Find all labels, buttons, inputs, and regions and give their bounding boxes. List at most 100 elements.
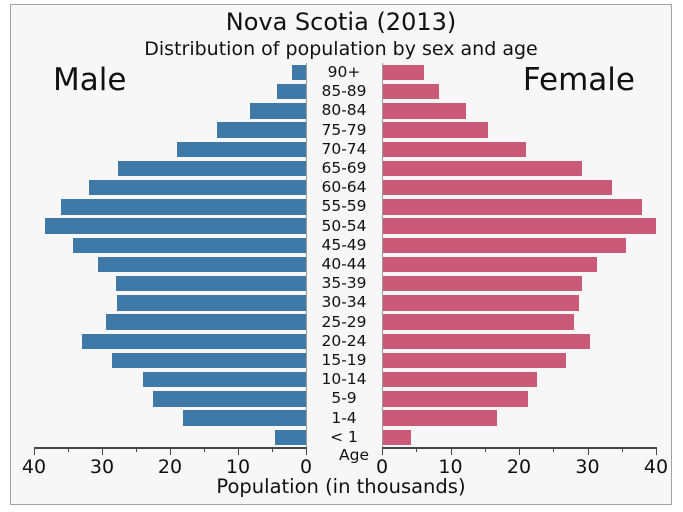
age-group-label: < 1 bbox=[330, 427, 358, 446]
male-bar bbox=[72, 237, 306, 254]
x-axis-minor-tick bbox=[621, 448, 623, 452]
pyramid-row: 5-9 bbox=[34, 389, 656, 408]
female-bar bbox=[382, 64, 424, 81]
female-bar bbox=[382, 180, 613, 196]
female-bar bbox=[382, 256, 598, 273]
x-axis-major-tick bbox=[34, 448, 36, 455]
pyramid-row: 90+ bbox=[34, 63, 656, 82]
x-axis-tick-label: 10 bbox=[438, 456, 463, 478]
male-bar bbox=[116, 295, 306, 311]
male-series-label: Male bbox=[53, 62, 127, 98]
age-group-label: 30-34 bbox=[321, 293, 367, 312]
age-group-label: 5-9 bbox=[331, 389, 357, 408]
female-bar bbox=[382, 103, 466, 119]
male-bar bbox=[118, 160, 306, 177]
x-axis-minor-tick bbox=[272, 448, 274, 452]
x-axis-minor-tick bbox=[136, 448, 138, 452]
pyramid-row: 80-84 bbox=[34, 101, 656, 120]
pyramid-row: 85-89 bbox=[34, 82, 656, 101]
pyramid-row: 20-24 bbox=[34, 332, 656, 351]
female-bar bbox=[382, 160, 583, 177]
male-bar bbox=[89, 180, 306, 196]
male-bar bbox=[106, 314, 306, 330]
x-axis-tick-label: 0 bbox=[299, 456, 313, 478]
chart-title: Nova Scotia (2013) bbox=[225, 8, 457, 36]
x-axis-minor-tick bbox=[416, 448, 418, 452]
male-bar bbox=[81, 333, 306, 350]
female-bar bbox=[382, 276, 583, 292]
female-bar bbox=[382, 333, 591, 350]
x-axis-tick-label: 40 bbox=[643, 456, 669, 478]
x-axis-major-tick bbox=[382, 448, 384, 455]
age-group-label: 10-14 bbox=[321, 370, 367, 389]
female-bar bbox=[382, 410, 498, 426]
male-bar bbox=[111, 352, 306, 369]
age-group-label: 85-89 bbox=[321, 82, 367, 101]
pyramid-row: 70-74 bbox=[34, 140, 656, 159]
pyramid-row: 35-39 bbox=[34, 274, 656, 293]
pyramid-row: 1-4 bbox=[34, 409, 656, 428]
male-bar bbox=[249, 103, 306, 119]
female-bar bbox=[382, 429, 412, 446]
x-axis-tick-label: 30 bbox=[575, 456, 600, 478]
female-bar bbox=[382, 199, 643, 215]
pyramid-rows: 90+ 85-89 80-84 75-79 70-74 65-69 60-64 55-59 50… bbox=[34, 63, 656, 447]
x-axis-tick-label: 20 bbox=[506, 456, 532, 478]
female-axis-spine bbox=[381, 63, 383, 448]
male-bar bbox=[153, 391, 306, 407]
x-axis-tick-label: 10 bbox=[225, 456, 251, 478]
x-axis-major-tick bbox=[170, 448, 172, 455]
male-bar bbox=[176, 141, 306, 158]
pyramid-row: 40-44 bbox=[34, 255, 656, 274]
age-group-label: 50-54 bbox=[321, 216, 367, 235]
age-axis-label: Age bbox=[339, 446, 369, 464]
female-bar bbox=[382, 237, 626, 254]
male-bar bbox=[97, 256, 306, 273]
female-bar bbox=[382, 372, 538, 388]
age-group-label: 25-29 bbox=[321, 312, 367, 331]
age-group-label: 40-44 bbox=[321, 255, 367, 273]
x-axis-minor-tick bbox=[68, 448, 70, 452]
x-axis-tick-label: 20 bbox=[157, 456, 183, 478]
female-bar bbox=[382, 295, 579, 311]
age-group-label: 20-24 bbox=[321, 331, 367, 350]
x-axis-tick-label: 0 bbox=[375, 456, 389, 478]
x-axis-minor-tick bbox=[484, 448, 486, 452]
pyramid-row: < 1 bbox=[34, 428, 656, 447]
female-bar bbox=[382, 141, 526, 158]
pyramid-row: 10-14 bbox=[34, 370, 656, 389]
pyramid-row: 75-79 bbox=[34, 121, 656, 140]
female-bar bbox=[382, 314, 574, 330]
age-group-label: 90+ bbox=[327, 63, 361, 81]
male-bar bbox=[275, 429, 306, 446]
x-axis-major-tick bbox=[306, 448, 308, 455]
pyramid-row: 45-49 bbox=[34, 236, 656, 255]
female-bar bbox=[382, 352, 567, 369]
male-axis-spine bbox=[305, 63, 307, 448]
x-axis-major-tick bbox=[450, 448, 452, 455]
male-bar bbox=[276, 84, 306, 100]
male-bar bbox=[216, 122, 306, 138]
chart-subtitle: Distribution of population by sex and ag… bbox=[144, 38, 538, 60]
x-axis-minor-tick bbox=[204, 448, 206, 452]
age-group-label: 75-79 bbox=[321, 120, 367, 139]
x-axis-tick-label: 40 bbox=[21, 456, 47, 478]
male-bar bbox=[182, 410, 306, 426]
age-group-label: 35-39 bbox=[321, 274, 367, 293]
female-series-label: Female bbox=[522, 62, 635, 98]
x-axis-major-tick bbox=[656, 448, 658, 455]
x-axis-title: Population (in thousands) bbox=[216, 475, 466, 498]
pyramid-row: 30-34 bbox=[34, 293, 656, 312]
age-group-label: 80-84 bbox=[321, 101, 367, 120]
age-group-label: 60-64 bbox=[321, 178, 367, 197]
male-bar bbox=[116, 276, 306, 292]
female-bar bbox=[382, 84, 439, 100]
female-x-axis-line bbox=[382, 447, 657, 449]
x-axis-tick-label: 30 bbox=[89, 456, 115, 478]
pyramid-row: 65-69 bbox=[34, 159, 656, 178]
male-x-axis-line bbox=[34, 447, 307, 449]
age-group-label: 70-74 bbox=[321, 139, 367, 158]
x-axis-major-tick bbox=[587, 448, 589, 455]
male-bar bbox=[143, 372, 306, 388]
male-bar bbox=[60, 199, 306, 215]
